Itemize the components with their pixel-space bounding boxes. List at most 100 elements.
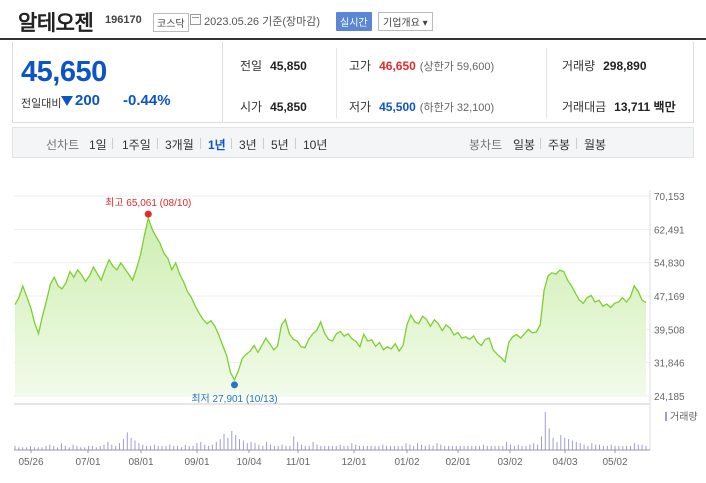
volume-bar [455,445,457,450]
volume-bar [568,439,570,450]
period-option-1w[interactable]: 1주일 [122,138,151,152]
volume-bar [72,444,74,450]
volume-bar [165,445,167,450]
volume-bar [107,441,109,450]
volume-bar [428,444,430,450]
price-change-percent: -0.44% [123,92,171,109]
volume-bar [103,444,105,450]
volume-bar [378,445,380,450]
volume-bar [126,432,128,450]
volume-bar [328,445,330,450]
volume-bar [37,447,39,450]
volume-bar [235,435,237,450]
calendar-icon [190,14,201,25]
stock-code: 196170 [105,14,142,26]
volume-bar [239,439,240,450]
volume-bar [571,440,573,450]
volume-bar [181,447,182,450]
price-chart[interactable]: 70,153 62,491 54,830 47,169 39,508 31,846 24,1… [0,160,706,483]
period-option-10y[interactable]: 10년 [303,138,328,152]
candle-option-monthly[interactable]: 월봉 [584,138,607,152]
stock-name: 알테오젠 [18,12,94,35]
volume-bar [26,447,28,450]
volume-bar [630,445,631,450]
x-tick-label: 11/01 [286,457,311,468]
volume-bar [22,447,24,450]
company-info-dropdown[interactable]: 기업개요 ▾ [378,12,433,31]
volume-bar [471,445,473,450]
reference-date: 2023.05.26 기준(장마감) [204,16,321,28]
realtime-button[interactable]: 실시간 [336,12,372,31]
period-option-3y[interactable]: 3년 [239,138,257,152]
price-change: 200 [75,92,101,109]
volume-bar [405,443,407,450]
volume-bar [153,444,155,450]
candle-option-daily[interactable]: 일봉 [513,138,536,152]
prev-close: 전일 45,850 [240,59,307,73]
volume-bar [211,444,213,450]
volume-bar [320,445,322,450]
volume-bar [134,440,136,450]
x-tick-label: 07/01 [75,457,100,468]
volume-bar [254,443,256,450]
high-price: 고가 46,650 (상한가 59,600) [349,59,495,73]
volume-bar [285,445,287,450]
volume-bar [521,445,523,450]
candle-option-weekly[interactable]: 주봉 [548,138,571,152]
volume-bar [258,444,260,450]
volume-bar [316,444,318,450]
period-option-5y[interactable]: 5년 [271,138,289,152]
volume-bar [467,445,469,450]
current-price: 45,650 [21,56,107,88]
period-option-1y[interactable]: 1년 [208,138,226,152]
volume-bar [513,445,515,450]
volume-bar [498,445,500,450]
compare-label: 전일대비 [21,98,62,110]
volume-bar [188,445,190,450]
x-tick-label: 03/02 [497,457,522,468]
volume-bar [18,447,20,450]
volume-bar [432,445,434,450]
volume-bar [119,443,120,450]
x-tick-label: 12/01 [341,457,366,468]
volume-bar [41,447,43,450]
volume-bar [502,445,504,450]
y-tick-label: 70,153 [654,192,685,203]
volume-bar [231,431,233,450]
volume-bar [99,445,101,450]
volume-bar [490,445,492,450]
volume-bar [560,435,562,450]
volume-bar [544,412,546,450]
volume-bar [14,445,16,450]
volume-bar [304,445,306,450]
volume-bar [494,445,496,450]
volume-bar [270,444,271,450]
volume-bar [196,443,198,450]
volume-bar [393,445,395,450]
volume-bar [177,445,179,450]
volume-bar [626,445,628,450]
volume-bar [506,441,508,450]
volume-bar [579,443,581,450]
x-tick-label: 05/02 [602,457,627,468]
volume-bar [525,445,527,450]
down-triangle-icon [61,96,73,106]
price-line [14,215,647,382]
volume-legend: 거래량 [670,411,698,423]
low-marker [230,381,238,389]
volume-bar [130,437,132,450]
volume-bar [312,441,314,450]
period-option-1d[interactable]: 1일 [89,138,107,152]
volume-bar [591,443,593,450]
high-annotation: 최고 65,061 (08/10) [105,197,191,209]
period-option-3m[interactable]: 3개월 [165,138,194,152]
volume-bar [463,445,465,450]
y-tick-label: 62,491 [654,225,685,236]
volume-bar [61,443,62,450]
volume-bar [64,445,66,450]
volume-bar [138,443,140,450]
volume-bar [510,444,511,450]
volume-bar [575,441,577,450]
volume-bar [49,444,51,450]
market-badge: 코스닥 [153,13,189,32]
